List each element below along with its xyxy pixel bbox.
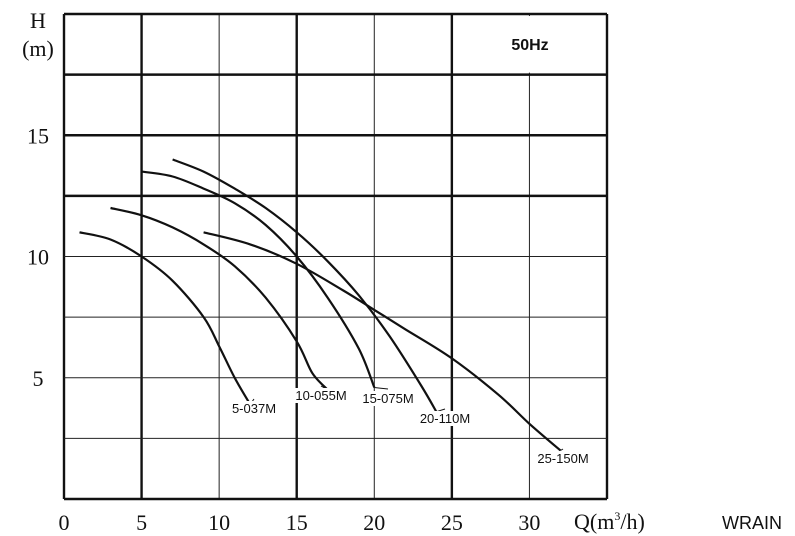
curve-label-15-075M: 15-075M — [362, 391, 413, 406]
curve-10-055M — [110, 206, 329, 391]
x-tick-0: 0 — [59, 510, 70, 535]
curve-label-bg-15-075M — [359, 391, 417, 406]
performance-curves — [79, 158, 562, 452]
curve-20-110M — [172, 158, 438, 413]
x-axis-label-main: Q(m — [574, 509, 614, 534]
curve-label-bg-10-055M — [292, 388, 350, 403]
leader-15-075M — [374, 386, 389, 390]
curve-labels: 5-037M 10-055M 15-075M 20-110M 25-150M — [229, 388, 592, 466]
chart-grid — [62, 12, 609, 501]
y-tick-5: 5 — [33, 366, 44, 391]
curve-label-5-037M: 5-037M — [232, 401, 276, 416]
y-axis-label-h: H — [30, 8, 46, 33]
leader-25-150M — [560, 448, 564, 451]
y-tick-10: 10 — [27, 245, 49, 270]
curve-label-bg-20-110M — [416, 411, 474, 426]
axis-tick-labels: 0 5 10 15 20 25 30 5 10 15 — [27, 123, 540, 535]
x-axis-label: Q(m3/h) — [574, 509, 645, 534]
x-tick-5: 5 — [136, 510, 147, 535]
y-axis-label-unit: (m) — [22, 36, 54, 61]
curve-label-10-055M: 10-055M — [295, 388, 346, 403]
x-tick-25: 25 — [441, 510, 463, 535]
curve-15-075M — [141, 170, 376, 388]
curve-25-150M — [203, 231, 562, 452]
curve-label-bg-5-037M — [229, 401, 279, 416]
x-tick-30: 30 — [518, 510, 540, 535]
curve-label-20-110M: 20-110M — [420, 411, 470, 426]
x-tick-20: 20 — [363, 510, 385, 535]
x-tick-15: 15 — [286, 510, 308, 535]
x-tick-10: 10 — [208, 510, 230, 535]
x-axis-label-tail: /h) — [620, 509, 644, 534]
curve-5-037M — [79, 231, 252, 405]
curve-label-25-150M: 25-150M — [537, 451, 588, 466]
badge-cell — [453, 16, 605, 73]
brand-watermark: WRAIN — [722, 513, 782, 533]
frequency-badge: 50Hz — [511, 37, 548, 54]
x-axis-label-sup: 3 — [614, 509, 620, 523]
curve-label-bg-25-150M — [534, 451, 592, 466]
y-tick-15: 15 — [27, 123, 49, 148]
